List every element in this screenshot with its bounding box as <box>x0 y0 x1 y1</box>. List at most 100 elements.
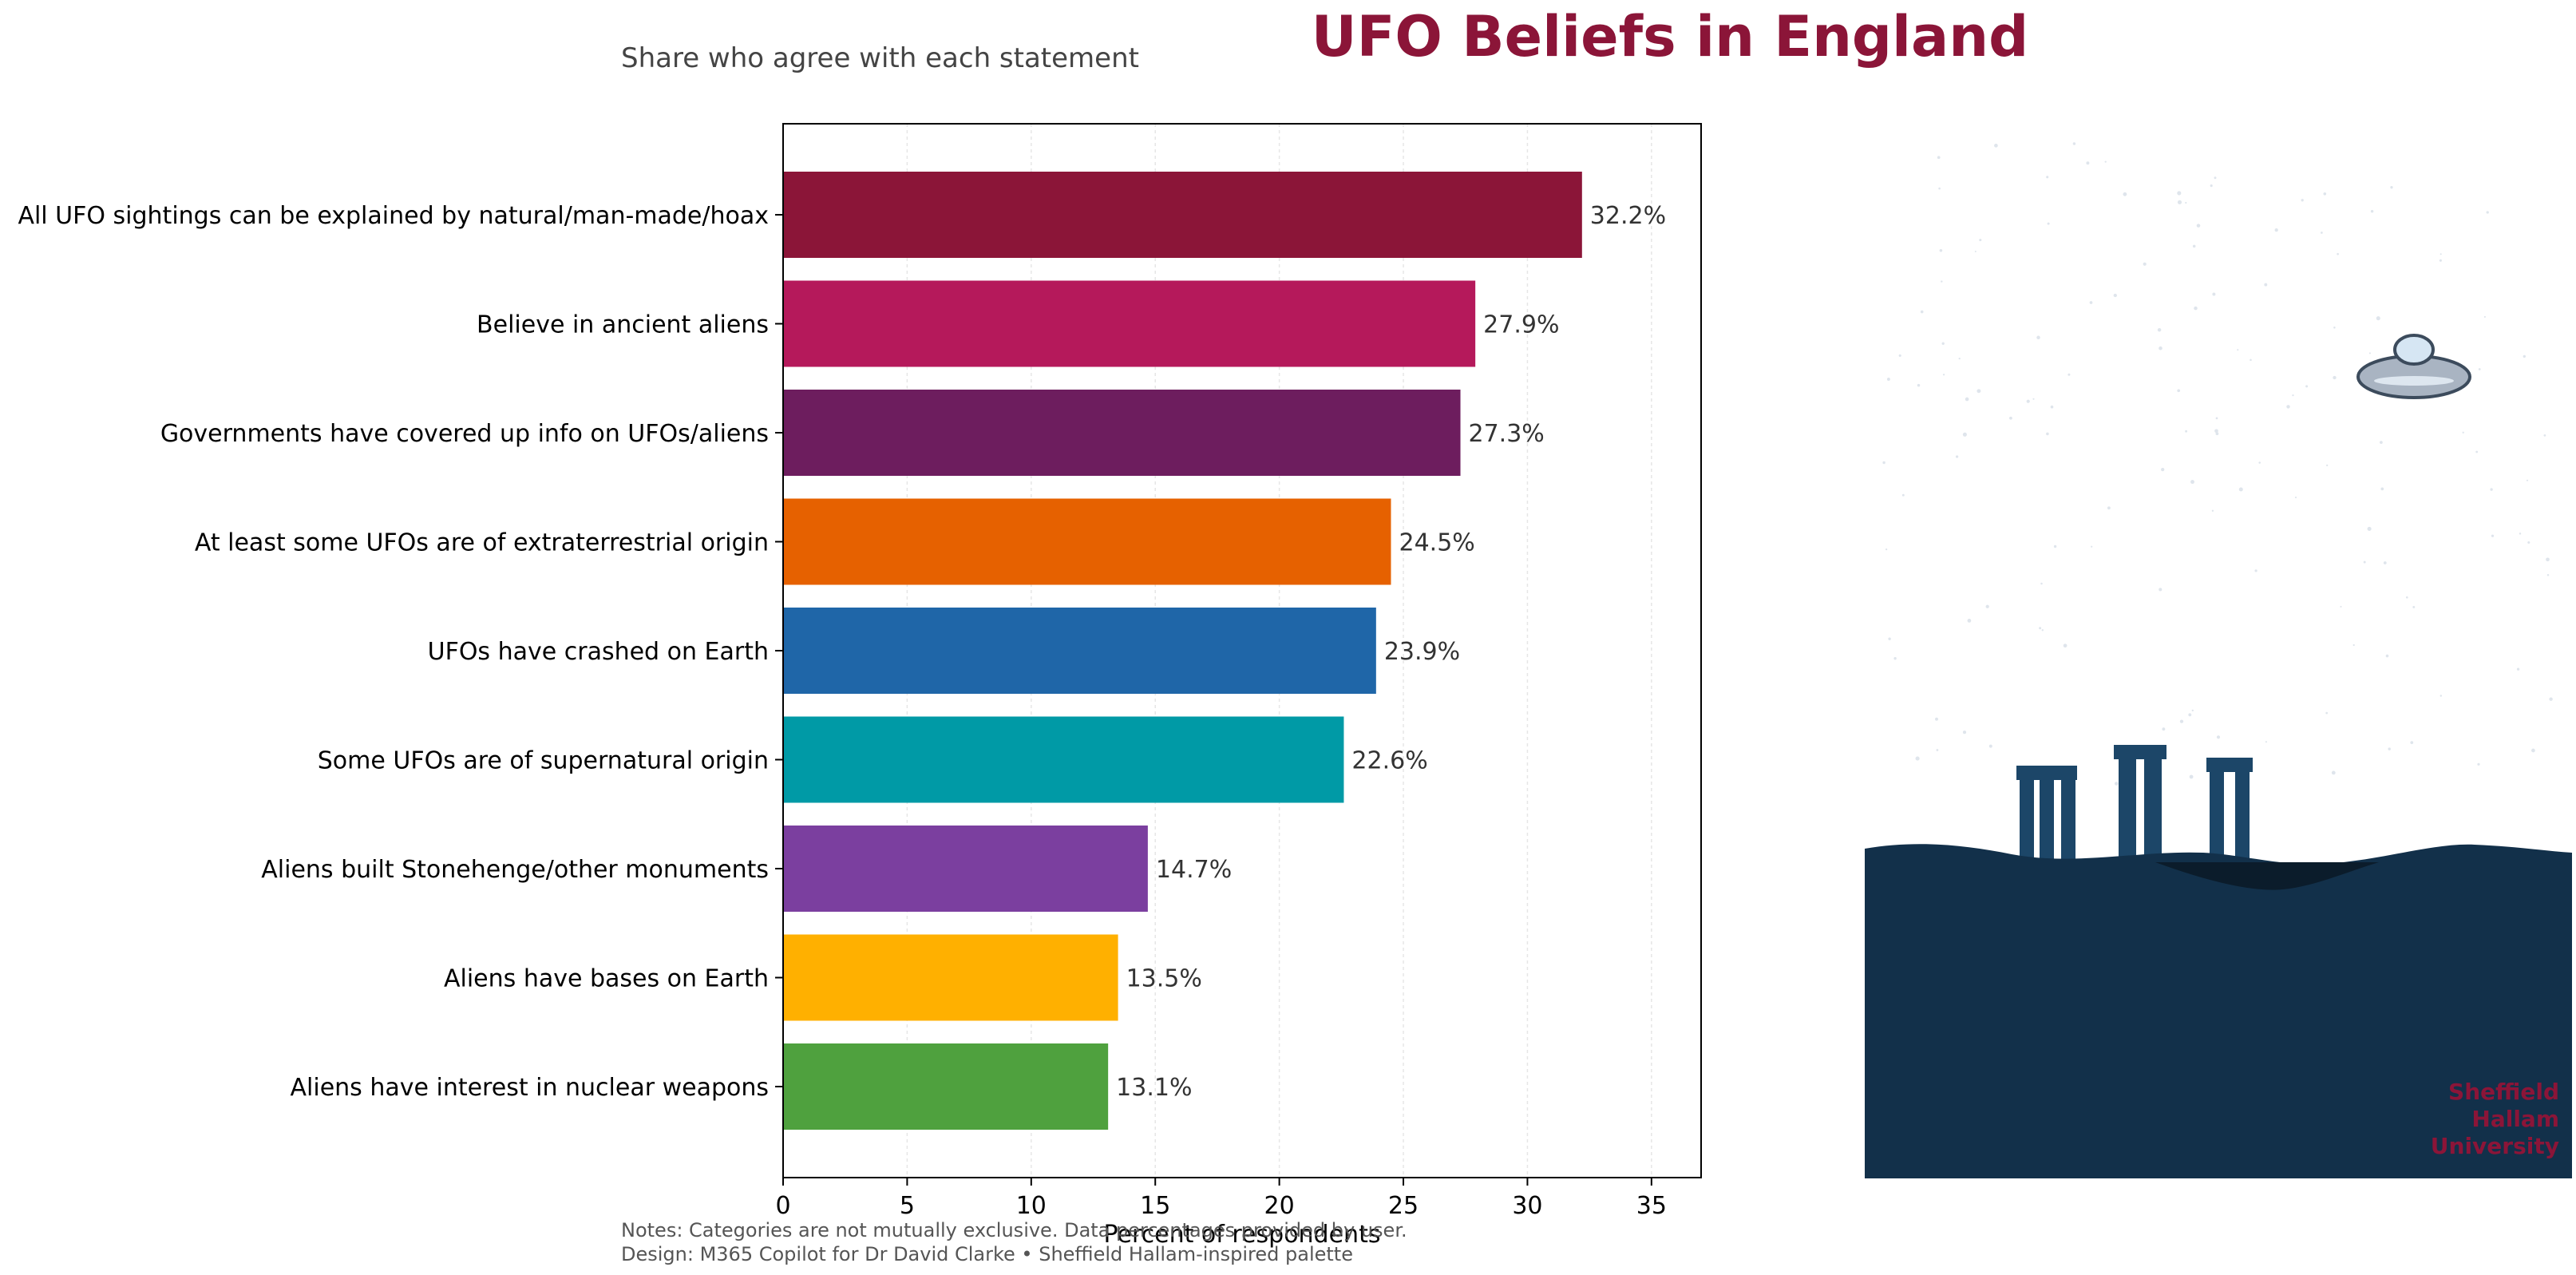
star <box>2143 262 2147 266</box>
star <box>2490 488 2493 491</box>
star <box>2326 464 2329 467</box>
star <box>2410 741 2414 744</box>
star <box>2325 711 2329 715</box>
star <box>2026 399 2030 403</box>
star <box>1941 342 1945 345</box>
star <box>2050 405 2054 409</box>
star <box>2363 560 2366 564</box>
star <box>2333 327 2336 329</box>
notes-line-2: Design: M365 Copilot for Dr David Clarke… <box>621 1243 1353 1265</box>
star <box>2159 588 2162 592</box>
star <box>2543 434 2546 437</box>
star <box>2179 719 2184 723</box>
star <box>2161 467 2165 472</box>
bar <box>783 280 1476 367</box>
star <box>2104 160 2107 163</box>
star <box>2238 487 2243 492</box>
star <box>1994 144 1998 148</box>
illustration-panel: Sheffield Hallam University <box>1865 142 2572 1178</box>
star <box>2046 176 2049 179</box>
star <box>1885 548 1888 551</box>
star <box>2185 201 2187 204</box>
star <box>1938 187 1941 190</box>
bar <box>783 172 1582 258</box>
star <box>1962 432 1967 437</box>
star <box>2412 605 2416 608</box>
star <box>2519 533 2522 535</box>
star <box>1974 251 1977 252</box>
category-label: Aliens built Stonehenge/other monuments <box>261 856 769 884</box>
x-tick-label: 5 <box>900 1192 915 1220</box>
star <box>2177 200 2182 204</box>
star <box>2250 358 2252 362</box>
star <box>2189 774 2194 779</box>
star <box>2237 349 2239 351</box>
star <box>2040 582 2043 585</box>
star <box>2046 432 2049 436</box>
star <box>2526 479 2529 481</box>
star <box>2486 211 2489 214</box>
x-tick-label: 25 <box>1388 1192 1419 1220</box>
star <box>1958 357 1961 360</box>
star <box>1893 657 1897 660</box>
star <box>2191 709 2194 712</box>
star <box>2477 762 2480 766</box>
bars <box>783 172 1582 1130</box>
star <box>2546 574 2550 576</box>
star <box>1936 749 1939 751</box>
logo-text-line-2: Hallam <box>2471 1106 2559 1132</box>
star <box>2089 301 2093 304</box>
star <box>2380 441 2383 444</box>
star <box>2216 735 2221 739</box>
star <box>2039 627 2042 630</box>
star <box>2190 480 2194 485</box>
star <box>1901 493 1905 497</box>
star <box>2215 432 2219 436</box>
star <box>2352 643 2355 647</box>
star <box>2388 747 2391 750</box>
star <box>1985 604 1989 608</box>
star <box>2478 368 2481 370</box>
star <box>2177 191 2182 196</box>
bar-value-label: 27.3% <box>1469 420 1545 448</box>
x-axis-ticks: 0 5 10 15 20 25 30 35 <box>775 1178 1667 1220</box>
star <box>2009 416 2012 420</box>
star <box>1967 619 1972 623</box>
star <box>2157 327 2162 332</box>
star <box>2390 186 2393 189</box>
star <box>2274 228 2278 232</box>
category-label: Aliens have bases on Earth <box>444 965 769 993</box>
star <box>2337 252 2339 255</box>
star <box>2194 306 2198 311</box>
chart-title: UFO Beliefs in England <box>1312 4 2028 69</box>
university-logo: Sheffield Hallam University <box>2431 1079 2559 1159</box>
star <box>2214 176 2217 180</box>
star <box>2546 557 2550 562</box>
chart-subtitle: Share who agree with each statement <box>621 42 1139 74</box>
bar-value-label: 14.7% <box>1156 856 1232 884</box>
star <box>2188 713 2192 717</box>
star <box>1935 717 1938 721</box>
notes-line-1: Notes: Categories are not mutually exclu… <box>621 1219 1407 1241</box>
star <box>2063 643 2068 648</box>
star <box>1898 354 1901 357</box>
star <box>2072 142 2076 145</box>
star <box>2192 244 2196 248</box>
star <box>1882 461 1886 465</box>
bar-value-label: 22.6% <box>1351 747 1427 775</box>
category-label: All UFO sightings can be explained by na… <box>18 202 769 230</box>
ground-hill <box>1865 844 2572 1178</box>
category-label: Believe in ancient aliens <box>477 311 769 339</box>
star <box>1886 378 1890 381</box>
stonehenge-icon <box>2016 745 2253 862</box>
star <box>2107 506 2111 510</box>
star <box>2185 430 2188 433</box>
star <box>2159 346 2162 350</box>
bar <box>783 934 1118 1021</box>
star <box>1941 280 1943 283</box>
star <box>2091 545 2093 548</box>
star <box>2385 654 2389 658</box>
star <box>2462 431 2464 434</box>
star <box>2439 695 2443 697</box>
